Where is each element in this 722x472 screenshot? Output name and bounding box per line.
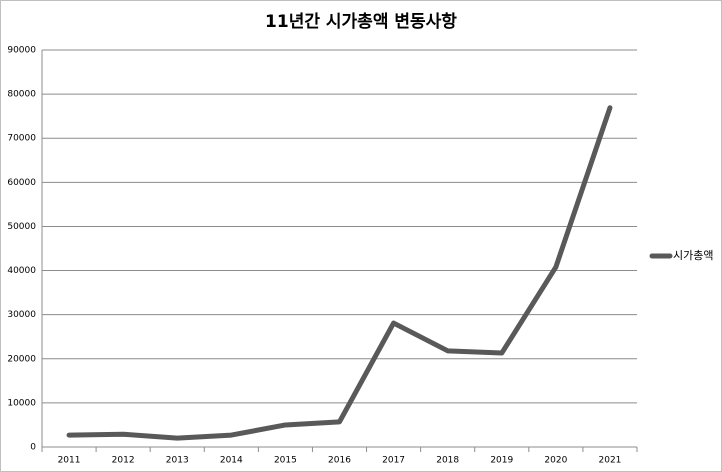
x-tick-label: 2015 xyxy=(274,456,297,466)
y-tick-label: 90000 xyxy=(7,46,36,56)
x-tick-label: 2016 xyxy=(328,456,351,466)
x-tick-label: 2013 xyxy=(166,456,189,466)
y-tick-label: 0 xyxy=(30,443,36,453)
y-tick-label: 60000 xyxy=(7,178,36,188)
y-tick-label: 20000 xyxy=(7,354,36,364)
x-tick-label: 2019 xyxy=(490,456,513,466)
x-tick-label: 2017 xyxy=(382,456,405,466)
y-tick-label: 10000 xyxy=(7,398,36,408)
x-tick-label: 2011 xyxy=(58,456,81,466)
x-tick-label: 2021 xyxy=(599,456,622,466)
x-tick-label: 2014 xyxy=(220,456,243,466)
chart-title: 11년간 시가총액 변동사항 xyxy=(265,11,457,32)
legend-label: 시가총액 xyxy=(673,249,713,262)
y-tick-label: 40000 xyxy=(7,266,36,276)
series-line xyxy=(66,105,613,441)
y-tick-label: 30000 xyxy=(7,310,36,320)
x-tick-label: 2012 xyxy=(112,456,135,466)
y-tick-label: 80000 xyxy=(7,90,36,100)
y-tick-label: 70000 xyxy=(7,134,36,144)
x-tick-label: 2020 xyxy=(544,456,567,466)
x-tick-label: 2018 xyxy=(436,456,459,466)
y-tick-label: 50000 xyxy=(7,222,36,232)
